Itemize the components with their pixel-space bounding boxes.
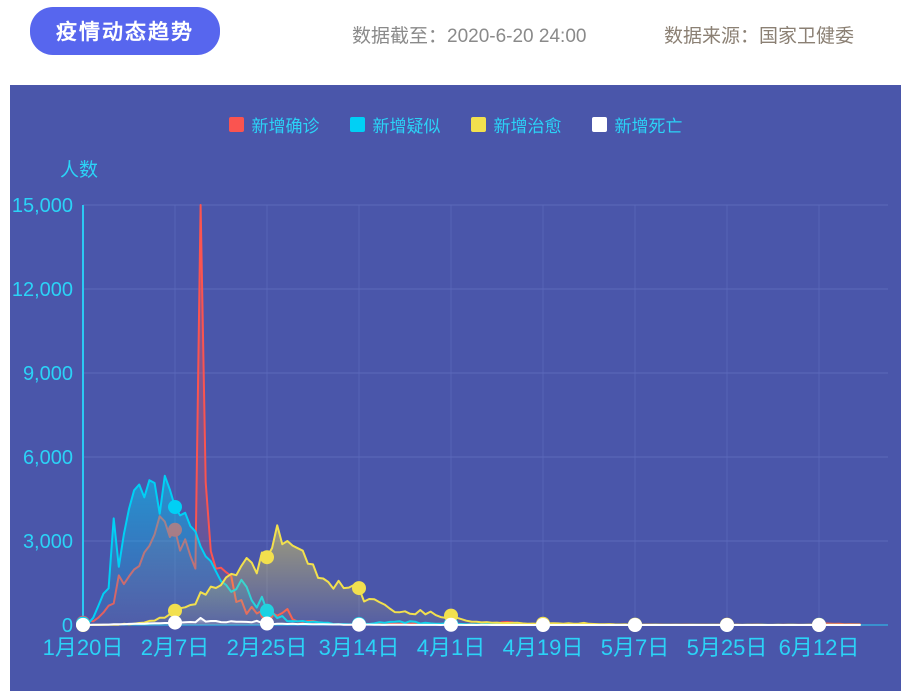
legend-label: 新增死亡 bbox=[614, 117, 683, 136]
svg-text:4月19日: 4月19日 bbox=[503, 635, 584, 660]
svg-text:1月20日: 1月20日 bbox=[43, 635, 124, 660]
chart-panel: 新增确诊 新增疑似 新增治愈 新增死亡 人数 0 3,000 6,000 9,000 1… bbox=[10, 85, 901, 691]
legend-swatch-new-suspected bbox=[349, 117, 365, 132]
series-new-deaths bbox=[76, 615, 861, 632]
marker-new-cured[interactable] bbox=[168, 603, 182, 618]
marker-new-suspected[interactable] bbox=[168, 500, 182, 514]
svg-text:5月25日: 5月25日 bbox=[687, 635, 768, 660]
svg-text:2月25日: 2月25日 bbox=[227, 635, 308, 660]
marker-new-deaths[interactable] bbox=[628, 618, 642, 632]
marker-new-deaths[interactable] bbox=[352, 617, 366, 632]
trend-chart: 0 3,000 6,000 9,000 12,000 15,000 1月20日 2月7日 2月2… bbox=[12, 195, 888, 660]
data-cutoff-text: 数据截至：2020-6-20 24:00 bbox=[352, 26, 587, 47]
svg-text:4月1日: 4月1日 bbox=[417, 635, 485, 660]
legend-item-new-deaths[interactable]: 新增死亡 bbox=[591, 112, 683, 137]
marker-new-deaths[interactable] bbox=[260, 616, 274, 631]
chart-legend: 新增确诊 新增疑似 新增治愈 新增死亡 bbox=[10, 112, 901, 137]
legend-label: 新增疑似 bbox=[372, 117, 441, 136]
page-title-badge[interactable]: 疫情动态趋势 bbox=[30, 7, 220, 55]
legend-swatch-new-deaths bbox=[591, 117, 607, 132]
legend-label: 新增确诊 bbox=[251, 117, 320, 136]
svg-text:5月7日: 5月7日 bbox=[601, 635, 669, 660]
marker-new-cured[interactable] bbox=[352, 581, 366, 596]
svg-text:3月14日: 3月14日 bbox=[319, 635, 400, 660]
svg-text:12,000: 12,000 bbox=[12, 279, 73, 301]
area-new-cured bbox=[83, 525, 860, 625]
data-source-text: 数据来源：国家卫健委 bbox=[664, 26, 855, 47]
marker-new-deaths[interactable] bbox=[76, 617, 90, 632]
svg-text:3,000: 3,000 bbox=[23, 531, 73, 553]
svg-text:6,000: 6,000 bbox=[23, 447, 73, 469]
marker-new-cured[interactable] bbox=[260, 550, 274, 565]
legend-swatch-new-cured bbox=[470, 117, 486, 132]
area-new-suspected bbox=[83, 475, 860, 625]
marker-new-deaths[interactable] bbox=[444, 617, 458, 632]
marker-new-deaths[interactable] bbox=[720, 618, 734, 632]
marker-new-deaths[interactable] bbox=[812, 618, 826, 632]
marker-new-deaths[interactable] bbox=[168, 615, 182, 630]
svg-text:9,000: 9,000 bbox=[23, 363, 73, 385]
svg-text:15,000: 15,000 bbox=[12, 195, 73, 217]
svg-text:0: 0 bbox=[62, 615, 73, 637]
legend-label: 新增治愈 bbox=[493, 117, 562, 136]
y-axis-title: 人数 bbox=[60, 160, 99, 181]
svg-text:6月12日: 6月12日 bbox=[779, 635, 860, 660]
legend-item-new-suspected[interactable]: 新增疑似 bbox=[349, 112, 441, 137]
y-axis-tick-labels: 0 3,000 6,000 9,000 12,000 15,000 bbox=[12, 195, 73, 637]
marker-new-deaths[interactable] bbox=[536, 618, 550, 632]
area-new-deaths bbox=[83, 617, 860, 625]
x-axis-tick-labels: 1月20日 2月7日 2月25日 3月14日 4月1日 4月19日 5月7日 5月25日 6月1… bbox=[43, 635, 860, 660]
legend-swatch-new-confirmed bbox=[228, 117, 244, 132]
svg-text:2月7日: 2月7日 bbox=[141, 635, 209, 660]
legend-item-new-cured[interactable]: 新增治愈 bbox=[470, 112, 562, 137]
legend-item-new-confirmed[interactable]: 新增确诊 bbox=[228, 112, 320, 137]
